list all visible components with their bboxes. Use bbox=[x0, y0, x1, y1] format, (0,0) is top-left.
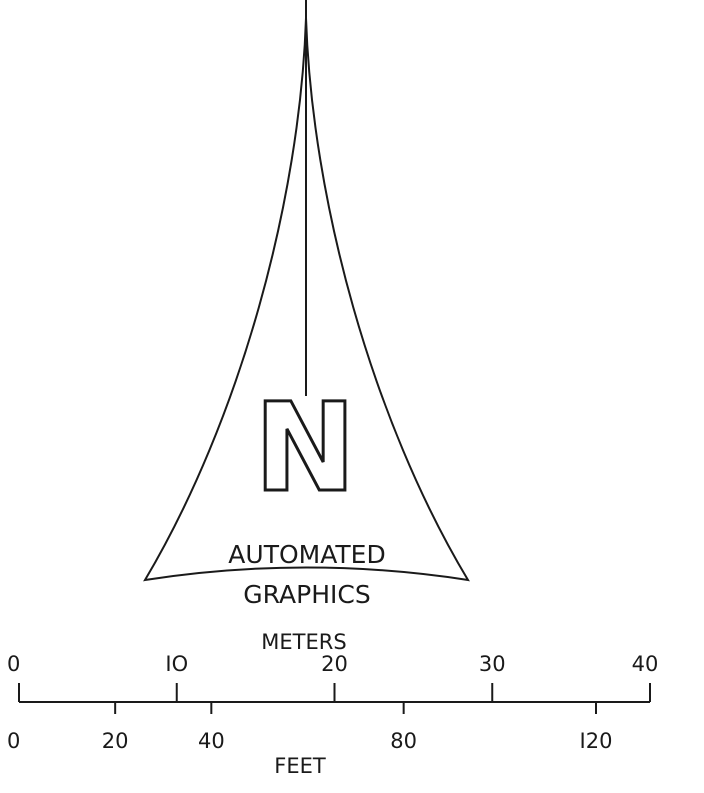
scale-bar: METERS 0 IO 20 30 40 0 20 40 80 I20 FEET bbox=[7, 630, 658, 778]
meters-label-0: 0 bbox=[7, 652, 20, 676]
caption-graphics: GRAPHICS bbox=[243, 580, 370, 609]
feet-ticks: 0 20 40 80 I20 bbox=[7, 702, 612, 753]
north-letter: N bbox=[254, 377, 356, 519]
feet-label-2: 40 bbox=[198, 729, 225, 753]
meters-units-label: METERS bbox=[261, 630, 346, 654]
meters-label-2: 20 bbox=[321, 652, 348, 676]
feet-label-3: 80 bbox=[390, 729, 417, 753]
feet-label-1: 20 bbox=[102, 729, 129, 753]
feet-label-4: I20 bbox=[580, 729, 613, 753]
meters-label-1: IO bbox=[165, 652, 188, 676]
feet-units-label: FEET bbox=[274, 754, 326, 778]
meters-ticks: 0 IO 20 30 40 bbox=[7, 652, 658, 702]
meters-label-4: 40 bbox=[632, 652, 659, 676]
meters-label-3: 30 bbox=[479, 652, 506, 676]
north-arrow-outline bbox=[143, 17, 470, 582]
caption-automated: AUTOMATED bbox=[228, 540, 385, 569]
north-arrow: N AUTOMATED GRAPHICS bbox=[143, 0, 470, 609]
feet-label-0: 0 bbox=[7, 729, 20, 753]
